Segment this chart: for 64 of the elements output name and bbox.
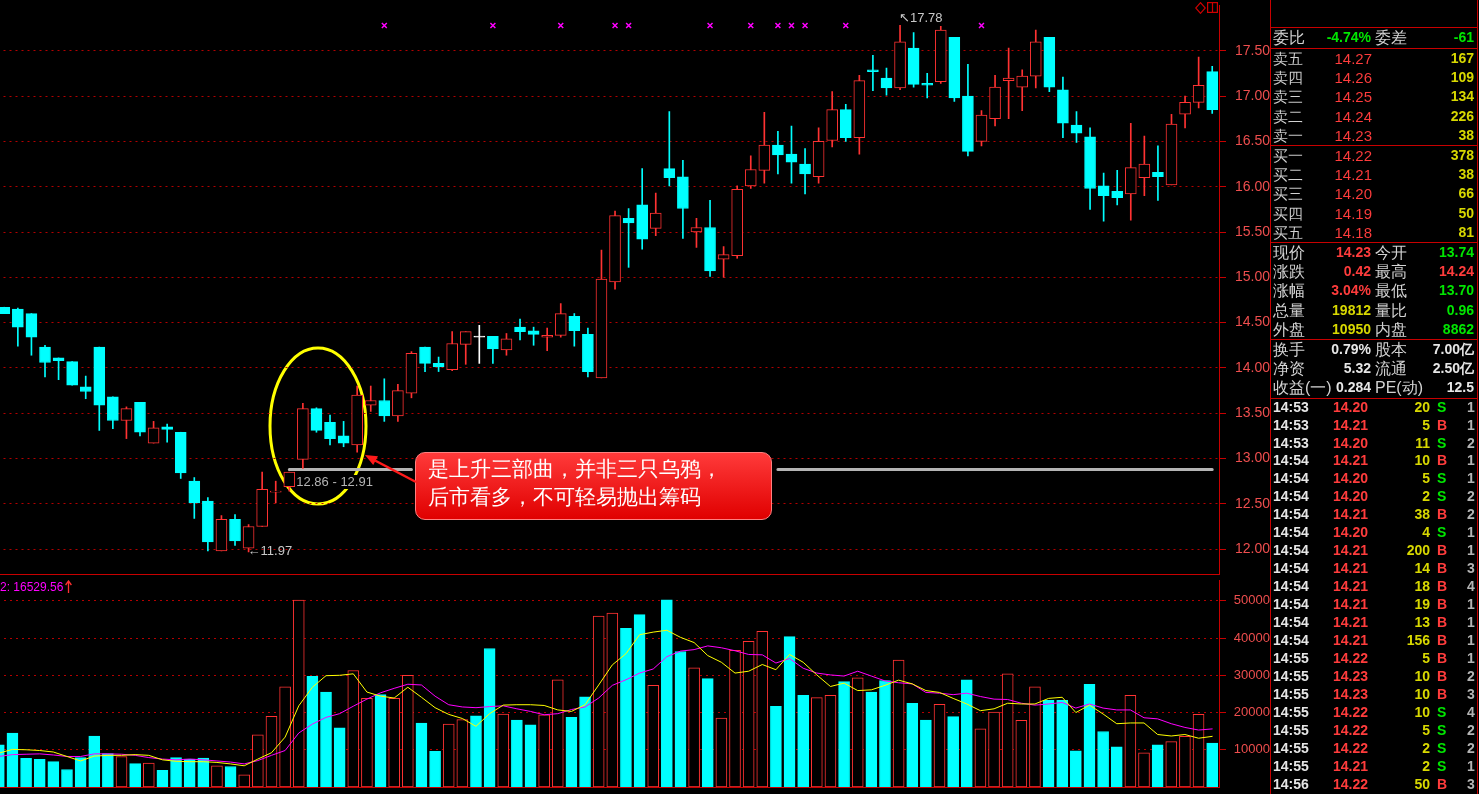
y-tick-label: 15.50	[1234, 222, 1271, 239]
text: 14:54 14.21 19 B 1	[1273, 596, 1475, 613]
text: 现价 14.23 今开 13.74	[1273, 244, 1474, 261]
text: 卖一 14.23 38	[1273, 126, 1474, 144]
text: 换手 0.79% 股本 7.00亿	[1273, 341, 1474, 358]
text: 买二 14.21 38	[1273, 166, 1474, 184]
text: 14:53 14.21 5 B 1	[1273, 416, 1475, 433]
text: 14:55 14.22 2 S 2	[1273, 739, 1475, 756]
text: 卖四 14.26 109	[1273, 69, 1474, 87]
text: 总量 19812 量比 0.96	[1273, 301, 1474, 319]
y-tick-label: 30000	[1233, 666, 1270, 682]
text: 14:54 14.20 2 S 2	[1273, 488, 1475, 505]
text: 委比 -4.74% 委差 -61	[1273, 29, 1474, 46]
y-tick-label: 20000	[1233, 704, 1270, 720]
text: 14:55 14.23 10 B 2	[1273, 667, 1475, 684]
text: 买五 14.18 81	[1273, 223, 1474, 241]
text: 14:54 14.21 18 B 4	[1273, 578, 1475, 595]
y-tick-label: 50000	[1233, 592, 1270, 608]
text: 14:54 14.20 4 S 1	[1273, 524, 1475, 541]
y-tick-label: 17.00	[1234, 86, 1271, 103]
text: 14:55 14.22 5 S 2	[1273, 721, 1475, 738]
text: 14:54 14.21 38 B 2	[1273, 506, 1475, 523]
text: 净资 5.32 流通 2.50亿	[1273, 360, 1474, 378]
y-tick-label: 15.00	[1234, 268, 1271, 285]
text: 外盘 10950 内盘 8862	[1273, 320, 1474, 338]
text: 14:53 14.20 20 S 1	[1273, 398, 1475, 415]
text: 收益(一) 0.284 PE(动) 12.5	[1273, 379, 1474, 397]
text: 14:54 14.20 5 S 1	[1273, 470, 1475, 487]
text: 买一 14.22 378	[1273, 147, 1474, 164]
y-tick-label: 16.50	[1234, 132, 1271, 149]
text: 14:55 14.23 10 B 3	[1273, 685, 1475, 702]
text: 14:55 14.22 5 B 1	[1273, 649, 1475, 666]
text: 涨幅 3.04% 最低 13.70	[1273, 282, 1474, 300]
text: 14:53 14.20 11 S 2	[1273, 434, 1475, 451]
callout-box: 是上升三部曲，并非三只乌鸦，后市看多，不可轻易抛出筹码	[415, 452, 772, 520]
text: 14:54 14.21 13 B 1	[1273, 614, 1475, 630]
y-tick-label: 13.50	[1234, 404, 1271, 421]
annotation: ↖17.78	[899, 9, 943, 25]
text: 14:56 14.22 50 B 3	[1273, 775, 1475, 792]
text: 14:54 14.21 156 B 1	[1273, 631, 1475, 648]
text: 14:54 14.21 10 B 1	[1273, 452, 1475, 469]
y-tick-label: 17.50	[1234, 41, 1271, 58]
text: 买三 14.20 66	[1273, 185, 1474, 203]
y-tick-label: 13.00	[1234, 449, 1271, 466]
annotation: 2: 16529.56	[0, 580, 64, 594]
text: 14:55 14.22 10 S 4	[1273, 703, 1475, 720]
y-tick-label: 14.50	[1234, 313, 1271, 330]
text: 卖五 14.27 167	[1273, 50, 1474, 67]
y-tick-label: 10000	[1233, 741, 1270, 757]
text: 14:55 14.21 2 S 1	[1273, 757, 1475, 774]
y-tick-label: 16.00	[1234, 177, 1271, 194]
y-tick-label: 40000	[1233, 629, 1270, 645]
y-tick-label: 14.00	[1234, 358, 1271, 375]
text: 卖二 14.24 226	[1273, 107, 1474, 125]
legend-label: 12.86 - 12.91	[295, 474, 374, 490]
text: 14:54 14.21 200 B 1	[1273, 542, 1475, 559]
annotation: 是上升三部曲，并非三只乌鸦，后市看多，不可轻易抛出筹码	[428, 456, 723, 511]
annotation: ←11.97	[247, 543, 293, 559]
text: 14:54 14.21 14 B 3	[1273, 560, 1475, 577]
text: 涨跌 0.42 最高 14.24	[1273, 263, 1474, 281]
text: 买四 14.19 50	[1273, 204, 1474, 222]
text: 卖三 14.25 134	[1273, 88, 1474, 106]
y-tick-label: 12.50	[1234, 494, 1271, 511]
y-tick-label: 12.00	[1234, 539, 1271, 556]
